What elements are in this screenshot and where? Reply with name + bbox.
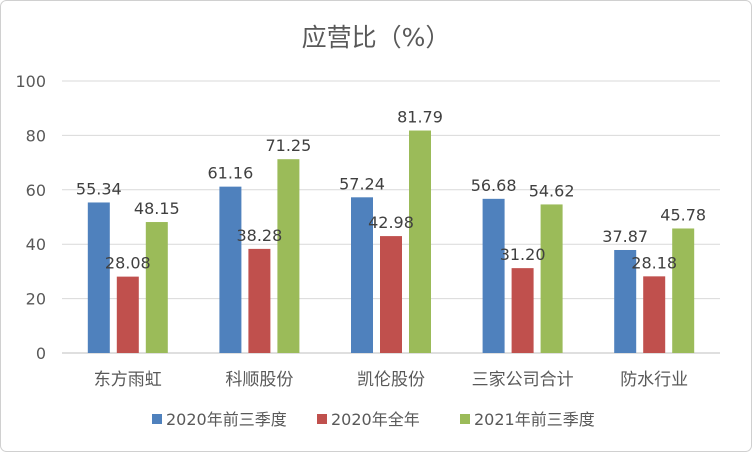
- bar: [219, 186, 242, 353]
- y-tick-label: 100: [15, 72, 46, 91]
- legend-swatch: [460, 414, 470, 424]
- bar: [614, 249, 637, 353]
- data-label: 31.20: [500, 245, 546, 264]
- y-tick-label: 80: [26, 126, 46, 145]
- legend-swatch: [152, 414, 162, 424]
- data-label: 28.08: [105, 254, 151, 273]
- x-tick-label: 凯伦股份: [357, 370, 425, 390]
- data-label: 54.62: [529, 181, 575, 200]
- chart-title: 应营比（%）: [302, 23, 451, 52]
- x-tick-label: 三家公司合计: [472, 370, 574, 390]
- x-tick-label: 东方雨虹: [94, 370, 162, 390]
- x-tick-label: 防水行业: [620, 370, 688, 390]
- bar: [145, 222, 168, 353]
- bar: [116, 276, 139, 353]
- data-label: 37.87: [602, 227, 648, 246]
- data-label: 45.78: [660, 205, 706, 224]
- bar: [643, 276, 666, 353]
- data-label: 42.98: [368, 213, 414, 232]
- data-label: 48.15: [134, 199, 180, 218]
- y-tick-label: 40: [26, 235, 46, 254]
- bar: [482, 198, 505, 353]
- y-tick-label: 20: [26, 290, 46, 309]
- legend-swatch: [317, 414, 327, 424]
- bar: [87, 202, 110, 353]
- bar: [672, 228, 695, 353]
- data-label: 61.16: [207, 164, 253, 183]
- data-label: 56.68: [471, 176, 517, 195]
- bar: [351, 197, 373, 353]
- bar: [380, 236, 402, 353]
- bar: [409, 130, 431, 353]
- bar: [277, 159, 300, 353]
- x-tick-label: 科顺股份: [225, 370, 293, 390]
- bar: [248, 248, 271, 353]
- legend-label: 2021年前三季度: [474, 410, 595, 429]
- data-label: 38.28: [236, 226, 282, 245]
- data-label: 28.18: [631, 253, 677, 272]
- data-label: 71.25: [265, 136, 311, 155]
- data-label: 81.79: [397, 108, 443, 127]
- y-tick-label: 60: [26, 181, 46, 200]
- legend-label: 2020年全年: [331, 410, 420, 429]
- data-label: 55.34: [76, 179, 122, 198]
- bar: [511, 268, 534, 353]
- legend-label: 2020年前三季度: [166, 410, 287, 429]
- data-label: 57.24: [339, 174, 385, 193]
- bar: [540, 204, 563, 353]
- y-tick-label: 0: [36, 344, 46, 363]
